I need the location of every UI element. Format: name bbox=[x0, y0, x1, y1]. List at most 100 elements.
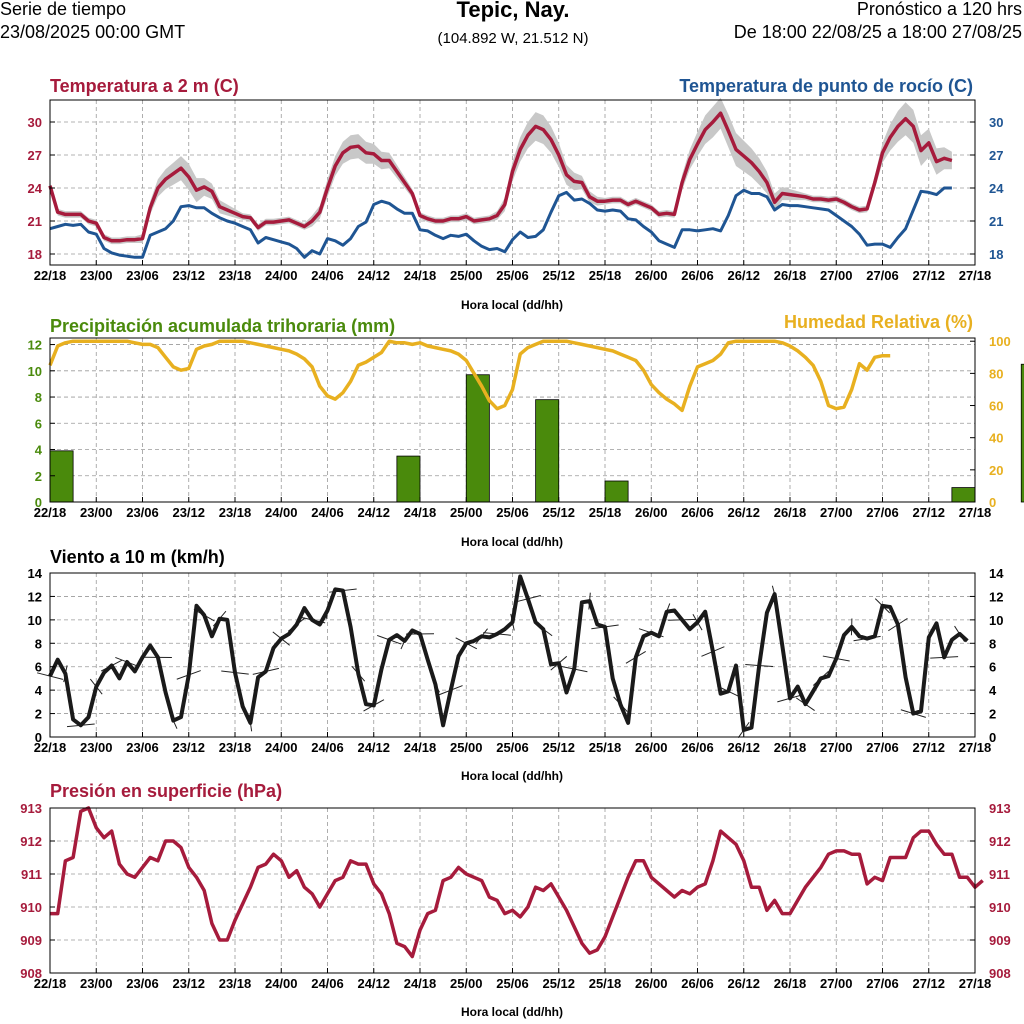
pressure-title: Presión en superficie (hPa) bbox=[50, 781, 282, 801]
header-forecast-period: De 18:00 22/08/25 a 18:00 27/08/25 bbox=[734, 22, 1022, 42]
x-tick-label: 27/06 bbox=[866, 740, 899, 755]
x-tick-label: 26/12 bbox=[727, 268, 760, 283]
x-tick-label: 23/00 bbox=[80, 976, 113, 991]
x-tick-label: 23/06 bbox=[126, 976, 159, 991]
x-tick-label: 26/12 bbox=[727, 976, 760, 991]
x-tick-label: 22/18 bbox=[34, 976, 67, 991]
y-tick-label: 12 bbox=[28, 589, 42, 604]
x-tick-label: 23/18 bbox=[219, 740, 252, 755]
precip-xaxis-title: Hora local (dd/hh) bbox=[461, 535, 563, 549]
y-tick-label: 8 bbox=[35, 390, 42, 405]
x-tick-label: 27/06 bbox=[866, 268, 899, 283]
x-tick-label: 27/18 bbox=[959, 268, 992, 283]
x-tick-label: 25/18 bbox=[589, 976, 622, 991]
temperature-panel: Temperatura a 2 m (C) Temperatura de pun… bbox=[28, 76, 1005, 312]
y2-tick-label: 12 bbox=[989, 589, 1003, 604]
x-tick-label: 25/00 bbox=[450, 740, 483, 755]
x-tick-label: 25/12 bbox=[542, 505, 575, 520]
y-tick-label: 908 bbox=[20, 966, 42, 981]
y2-tick-label: 20 bbox=[989, 463, 1003, 478]
y-tick-label: 0 bbox=[35, 730, 42, 745]
y-tick-label: 911 bbox=[21, 867, 42, 882]
temperature-marks bbox=[48, 97, 953, 259]
x-tick-label: 24/06 bbox=[311, 976, 344, 991]
x-tick-label: 24/00 bbox=[265, 505, 298, 520]
x-tick-label: 25/06 bbox=[496, 505, 529, 520]
y2-tick-label: 80 bbox=[989, 366, 1003, 381]
y-tick-label: 6 bbox=[35, 660, 42, 675]
y2-tick-label: 27 bbox=[989, 148, 1003, 163]
y-tick-label: 909 bbox=[20, 933, 42, 948]
x-tick-label: 24/06 bbox=[311, 268, 344, 283]
plot-frame bbox=[49, 807, 976, 974]
x-tick-label: 25/18 bbox=[589, 268, 622, 283]
x-tick-label: 26/00 bbox=[635, 505, 668, 520]
temperature-line bbox=[48, 111, 953, 243]
x-tick-label: 27/12 bbox=[912, 505, 945, 520]
x-tick-label: 26/18 bbox=[774, 976, 807, 991]
x-tick-label: 26/18 bbox=[774, 505, 807, 520]
x-tick-label: 24/12 bbox=[357, 268, 390, 283]
precip-bar bbox=[396, 455, 421, 503]
x-tick-label: 26/12 bbox=[727, 740, 760, 755]
temperature-title: Temperatura a 2 m (C) bbox=[50, 76, 239, 96]
pressure-grid bbox=[50, 808, 975, 973]
header-run-date: 23/08/2025 00:00 GMT bbox=[0, 22, 185, 42]
wind-panel: Viento a 10 m (km/h) 22/18 23/00 23/06 23/1… bbox=[28, 547, 1005, 783]
precip-bar bbox=[1020, 363, 1024, 503]
y-tick-label: 10 bbox=[28, 364, 42, 379]
y-tick-label: 2 bbox=[35, 469, 42, 484]
x-tick-label: 27/00 bbox=[820, 505, 853, 520]
pressure-marks bbox=[50, 806, 984, 959]
y2-tick-label: 14 bbox=[989, 566, 1004, 581]
y-tick-label: 4 bbox=[35, 443, 43, 458]
x-tick-label: 25/18 bbox=[589, 505, 622, 520]
x-tick-label: 24/18 bbox=[404, 740, 437, 755]
dewpoint-title: Temperatura de punto de rocío (C) bbox=[679, 76, 973, 96]
x-tick-label: 24/12 bbox=[357, 976, 390, 991]
y2-tick-label: 10 bbox=[989, 613, 1003, 628]
x-tick-label: 27/18 bbox=[959, 505, 992, 520]
temperature-axes: 22/18 23/00 23/06 23/12 23/18 24/00 24/06 24/12… bbox=[28, 99, 1004, 283]
x-tick-label: 25/00 bbox=[450, 268, 483, 283]
wind-axes: 22/18 23/00 23/06 23/12 23/18 24/00 24/06 24/12… bbox=[28, 566, 1005, 755]
x-tick-label: 25/00 bbox=[450, 976, 483, 991]
x-tick-label: 25/12 bbox=[542, 268, 575, 283]
temperature-xaxis-title: Hora local (dd/hh) bbox=[461, 298, 563, 312]
wind-title: Viento a 10 m (km/h) bbox=[50, 547, 225, 567]
x-tick-label: 23/18 bbox=[219, 976, 252, 991]
precip-title: Precipitación acumulada trihoraria (mm) bbox=[50, 316, 395, 336]
y-tick-label: 21 bbox=[28, 214, 42, 229]
y2-tick-label: 21 bbox=[989, 214, 1003, 229]
pressure-panel: Presión en superficie (hPa) 22/18 23/00 23… bbox=[20, 781, 1010, 1019]
y2-tick-label: 100 bbox=[989, 334, 1011, 349]
y-tick-label: 14 bbox=[28, 566, 43, 581]
wind-marks bbox=[36, 574, 969, 738]
x-tick-label: 23/12 bbox=[172, 976, 205, 991]
y-tick-label: 27 bbox=[28, 148, 42, 163]
header-coordinates: (104.892 W, 21.512 N) bbox=[438, 30, 589, 47]
x-tick-label: 25/00 bbox=[450, 505, 483, 520]
y2-tick-label: 24 bbox=[989, 181, 1004, 196]
rh-line bbox=[48, 339, 891, 413]
x-tick-label: 23/00 bbox=[80, 505, 113, 520]
pressure-xaxis-title: Hora local (dd/hh) bbox=[461, 1005, 563, 1019]
header-forecast-range: Pronóstico a 120 hrs bbox=[857, 0, 1022, 19]
x-tick-label: 24/18 bbox=[404, 505, 437, 520]
y-tick-label: 24 bbox=[28, 181, 43, 196]
y2-tick-label: 908 bbox=[989, 966, 1011, 981]
wind-xaxis-title: Hora local (dd/hh) bbox=[461, 769, 563, 783]
x-tick-label: 22/18 bbox=[34, 740, 67, 755]
precip-bar bbox=[49, 450, 74, 503]
x-tick-label: 25/12 bbox=[542, 976, 575, 991]
y-tick-label: 8 bbox=[35, 636, 42, 651]
x-tick-label: 24/18 bbox=[404, 268, 437, 283]
x-tick-label: 24/12 bbox=[357, 505, 390, 520]
y-tick-label: 910 bbox=[20, 900, 42, 915]
x-tick-label: 26/12 bbox=[727, 505, 760, 520]
x-tick-label: 22/18 bbox=[34, 505, 67, 520]
x-tick-label: 25/12 bbox=[542, 740, 575, 755]
x-tick-label: 23/00 bbox=[80, 268, 113, 283]
precip-bar bbox=[535, 399, 560, 503]
